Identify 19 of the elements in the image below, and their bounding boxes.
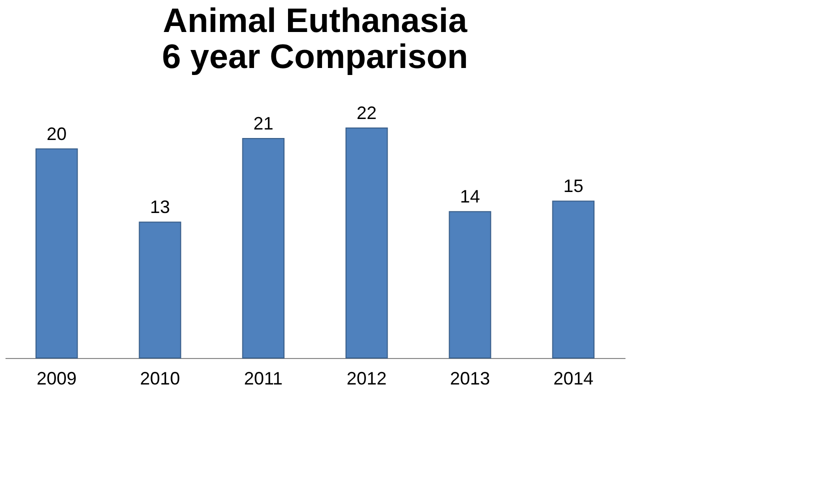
bar bbox=[552, 200, 594, 358]
bar bbox=[346, 128, 388, 358]
bar bbox=[36, 148, 78, 358]
bar bbox=[448, 211, 492, 358]
x-tick-label: 2010 bbox=[140, 368, 180, 388]
data-label: 14 bbox=[460, 186, 480, 207]
x-tick-label: 2014 bbox=[553, 368, 594, 388]
bar bbox=[138, 222, 182, 358]
data-label: 15 bbox=[563, 176, 584, 196]
data-label: 13 bbox=[150, 197, 170, 218]
x-tick-label: 2009 bbox=[36, 368, 77, 388]
data-label: 20 bbox=[46, 124, 67, 144]
chart-title: Animal Euthanasia 6 year Comparison bbox=[162, 2, 468, 76]
bar bbox=[242, 138, 284, 358]
data-label: 21 bbox=[253, 113, 274, 134]
data-label: 22 bbox=[356, 103, 377, 123]
x-tick-label: 2012 bbox=[346, 368, 387, 388]
x-tick-label: 2013 bbox=[450, 368, 490, 388]
x-tick-label: 2011 bbox=[244, 368, 283, 388]
